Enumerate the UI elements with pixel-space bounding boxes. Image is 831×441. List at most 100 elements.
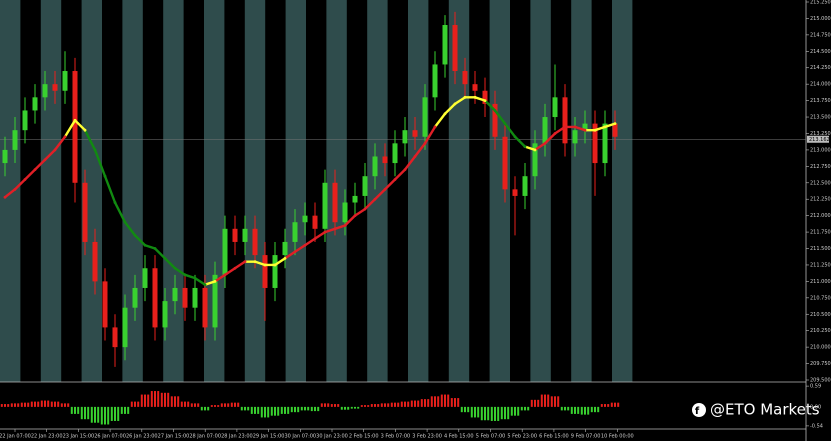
osc-bar	[450, 398, 453, 407]
session-band	[489, 0, 510, 382]
osc-bar	[240, 406, 243, 411]
candle-body	[522, 176, 528, 196]
y-tick-label: 210.000	[810, 345, 831, 351]
candle-body	[412, 130, 418, 137]
ma-segment	[363, 198, 377, 211]
osc-bar	[374, 404, 376, 407]
osc-bar	[397, 402, 400, 407]
ma-point	[553, 132, 557, 135]
osc-bar	[14, 403, 16, 407]
candle-body	[92, 241, 98, 282]
osc-bar	[504, 406, 506, 420]
candle-body	[312, 215, 318, 229]
ma-segment	[603, 122, 617, 129]
ma-segment	[143, 244, 157, 250]
osc-bar	[200, 406, 203, 411]
ma-segment	[313, 230, 327, 240]
session-band	[204, 0, 225, 382]
osc-bar	[360, 405, 363, 407]
ma-segment	[453, 96, 467, 106]
osc-bar	[410, 400, 413, 407]
osc-bar	[84, 406, 86, 420]
ma-point	[323, 230, 327, 234]
y-tick-label: 209.500	[810, 378, 831, 384]
candle-body	[122, 307, 128, 348]
osc-bar	[440, 394, 443, 407]
candle-body	[492, 103, 498, 137]
osc-bar	[510, 406, 513, 416]
osc-bar	[160, 392, 163, 407]
osc-bar	[40, 400, 43, 407]
osc-bar	[304, 406, 306, 411]
ma-segment	[543, 132, 557, 145]
osc-bar	[594, 406, 596, 413]
candle-body	[32, 97, 38, 111]
x-tick-label: 10 Feb 00:00	[601, 434, 634, 440]
candle-body	[432, 64, 438, 98]
candle-body	[342, 202, 348, 223]
x-tick-label: 22 Jan 23:00	[31, 434, 63, 440]
osc-bar	[260, 406, 263, 418]
ma-segment	[283, 250, 297, 260]
osc-bar	[194, 403, 196, 407]
ma-point	[233, 266, 237, 270]
osc-bar	[547, 394, 550, 407]
ma-segment	[343, 214, 357, 227]
ma-segment	[53, 135, 67, 152]
osc-bar	[370, 404, 373, 407]
ma-segment	[103, 175, 117, 204]
session-band	[285, 0, 306, 382]
osc-bar	[380, 403, 383, 407]
y-tick-label: 212.250	[810, 197, 831, 203]
osc-bar	[424, 399, 426, 407]
osc-bar	[270, 406, 273, 416]
candle-body	[612, 123, 618, 137]
osc-bar	[64, 403, 66, 407]
osc-bar	[107, 406, 110, 425]
x-tick-label: 3 Feb 23:00	[412, 434, 442, 440]
candle-body	[162, 301, 168, 328]
candle-body	[182, 287, 188, 308]
ma-point	[243, 260, 247, 264]
watermark: f @ETO Markets	[692, 401, 820, 419]
osc-bar	[487, 406, 490, 421]
ma-point	[513, 135, 517, 139]
candle-body	[232, 228, 238, 242]
ma-point	[23, 178, 27, 181]
osc-bar	[347, 406, 350, 410]
x-tick-label: 27 Jan 15:00	[158, 434, 190, 440]
last-price-box	[807, 135, 829, 143]
ma-point	[103, 174, 107, 178]
ma-point	[423, 141, 427, 145]
ma-point	[123, 220, 127, 224]
ma-segment	[133, 234, 147, 247]
x-tick-label: 3 Feb 07:00	[381, 434, 411, 440]
x-tick-label: 26 Jan 07:00	[94, 434, 126, 440]
ma-segment	[183, 273, 197, 280]
session-band	[40, 0, 62, 382]
osc-bar	[150, 391, 153, 407]
osc-bar	[187, 401, 190, 407]
ma-segment	[403, 155, 417, 171]
osc-bar	[337, 404, 340, 407]
candle-body	[362, 176, 368, 196]
osc-bar	[67, 403, 70, 407]
ma-point	[393, 178, 397, 181]
ma-segment	[593, 125, 607, 132]
ma-point	[283, 256, 287, 260]
ma-segment	[383, 178, 397, 191]
ma-point	[353, 214, 357, 218]
osc-bar	[554, 396, 556, 407]
x-tick-label: 5 Feb 07:00	[476, 434, 506, 440]
y-tick-label: 210.500	[810, 312, 831, 318]
osc-bar	[470, 406, 473, 418]
candle-body	[72, 71, 78, 183]
x-tick-label: 29 Jan 15:00	[253, 434, 285, 440]
ma-segment	[293, 244, 307, 254]
x-tick-label: 22 Jan 07:00	[0, 434, 31, 440]
x-tick-label: 2 Feb 15:00	[349, 434, 379, 440]
candle-body	[502, 136, 508, 190]
osc-bar	[517, 406, 520, 416]
